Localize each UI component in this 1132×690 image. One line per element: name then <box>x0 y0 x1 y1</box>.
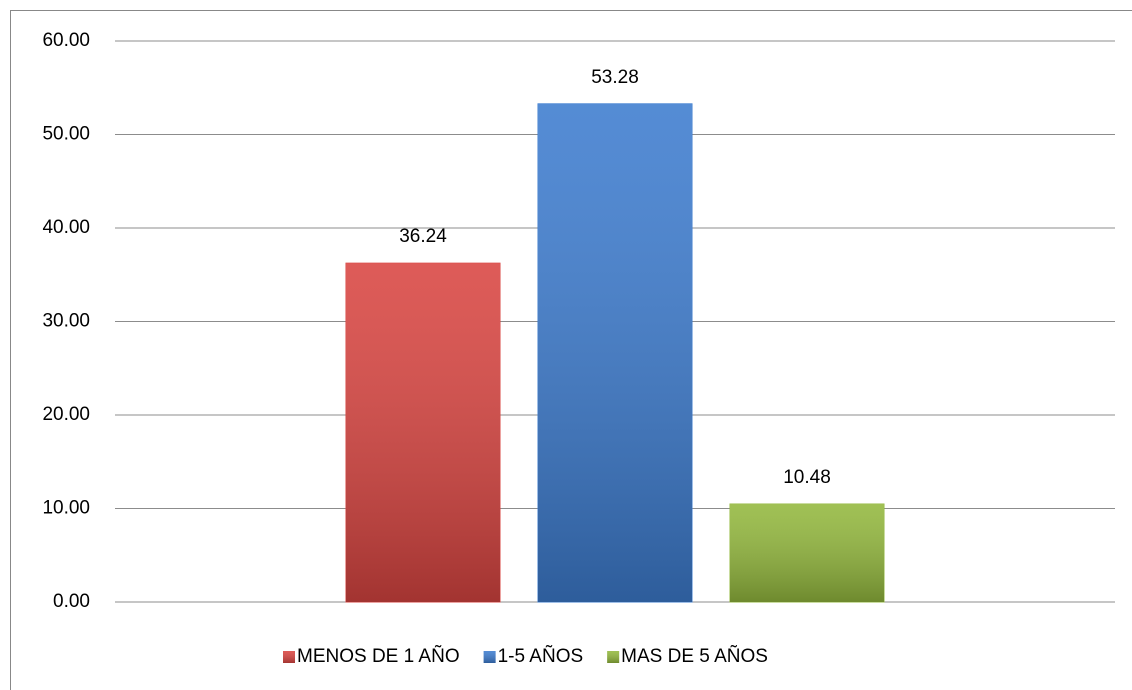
data-label: 36.24 <box>399 226 447 247</box>
legend-label: MAS DE 5 AÑOS <box>621 645 768 667</box>
bar-shade <box>346 263 500 602</box>
legend-label: MENOS DE 1 AÑO <box>297 645 460 667</box>
y-tick-label: 30.00 <box>42 311 90 332</box>
legend-swatch-shade <box>607 651 620 663</box>
legend-swatch-shade <box>283 651 295 663</box>
y-tick-label: 60.00 <box>42 30 90 51</box>
y-tick-label: 20.00 <box>42 404 90 425</box>
y-tick-label: 0.00 <box>53 591 90 612</box>
bar-shade <box>538 103 692 602</box>
legend-swatch-shade <box>483 651 496 663</box>
y-tick-label: 10.00 <box>42 498 90 519</box>
bar-shade <box>730 504 884 602</box>
data-label: 53.28 <box>591 67 639 88</box>
y-tick-label: 50.00 <box>42 124 90 145</box>
y-tick-label: 40.00 <box>42 217 90 238</box>
data-label: 10.48 <box>783 467 831 488</box>
legend-label: 1-5 AÑOS <box>498 645 584 667</box>
